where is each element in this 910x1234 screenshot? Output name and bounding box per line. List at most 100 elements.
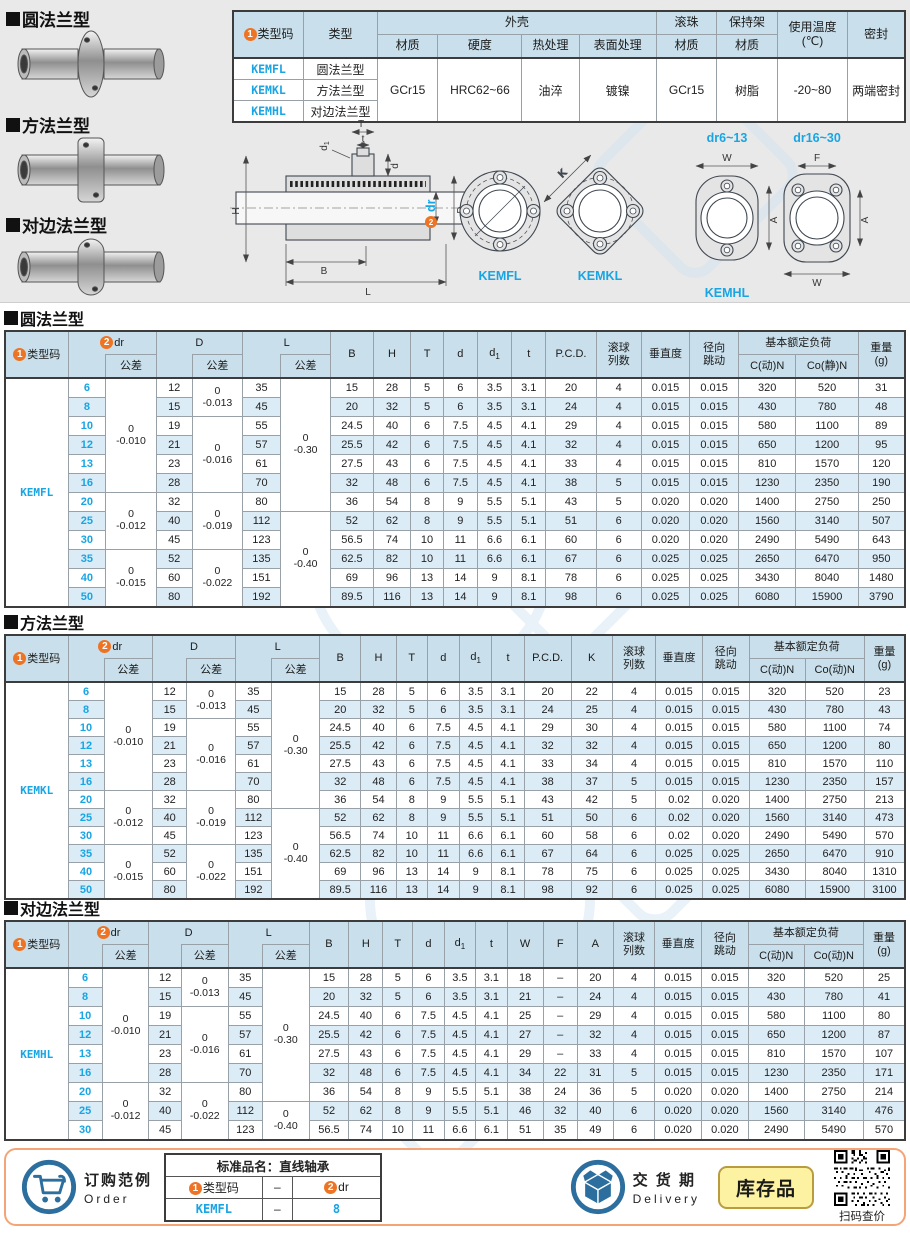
data-cell: 2490: [747, 1120, 805, 1141]
data-cell: 两端密封: [847, 57, 906, 123]
data-cell: 40: [576, 1101, 614, 1121]
size-code-cell[interactable]: 13: [67, 1044, 103, 1064]
data-cell: 42: [372, 435, 412, 455]
size-code-cell[interactable]: 6: [67, 967, 103, 988]
data-cell: 3.5: [443, 967, 477, 988]
marker-2-icon: 2: [98, 640, 112, 654]
data-cell: 1100: [804, 718, 865, 737]
data-cell: 74: [372, 530, 412, 550]
size-code-cell[interactable]: 40: [67, 568, 107, 588]
size-code-cell[interactable]: 6: [67, 377, 107, 398]
type-code-cell[interactable]: KEMKL: [232, 79, 305, 101]
size-code-cell[interactable]: 16: [67, 772, 105, 791]
size-code-cell[interactable]: 20: [67, 790, 105, 809]
size-code-cell[interactable]: 20: [67, 492, 107, 512]
table-row: 25 40 112 0 -0.40 52 62 8 9 5.5 5.1 46 32 40 6 0.020 0.…: [5, 1101, 906, 1141]
data-cell: 0.015: [701, 736, 750, 755]
data-cell: 43: [545, 492, 597, 512]
size-code-cell[interactable]: 13: [67, 454, 107, 474]
header-cell: d1: [443, 920, 477, 969]
data-cell: 9: [426, 808, 460, 827]
data-cell: 4.1: [491, 718, 525, 737]
size-code-cell[interactable]: 12: [67, 1025, 103, 1045]
data-cell: 0.015: [654, 987, 702, 1007]
data-cell: 92: [570, 880, 613, 900]
header-cell: H: [372, 330, 412, 379]
type-code-cell[interactable]: KEMFL: [4, 377, 69, 608]
data-cell: 24.5: [330, 416, 374, 436]
type-code-cell[interactable]: KEMFL: [232, 57, 305, 80]
size-code-cell[interactable]: 50: [67, 880, 105, 900]
data-cell: 15: [152, 700, 188, 719]
data-cell: 4.5: [476, 473, 513, 493]
type-code-cell[interactable]: KEMHL: [232, 100, 305, 123]
order-value-type-code[interactable]: KEMFL: [164, 1197, 263, 1221]
data-cell: 4.5: [458, 772, 493, 791]
data-cell: 9: [458, 880, 493, 900]
header-cell: 垂直度: [640, 330, 691, 379]
size-code-cell[interactable]: 25: [67, 1101, 103, 1121]
data-cell: 7.5: [442, 435, 478, 455]
size-code-cell[interactable]: 16: [67, 473, 107, 493]
size-code-cell[interactable]: 12: [67, 736, 105, 755]
size-code-cell[interactable]: 12: [67, 435, 107, 455]
marker-2-icon: 2: [100, 336, 114, 350]
data-cell: 54: [348, 1082, 384, 1102]
data-cell: 57: [234, 736, 272, 755]
size-code-cell[interactable]: 30: [67, 826, 105, 845]
data-cell: 7.5: [412, 1006, 445, 1026]
order-value-dr[interactable]: 8: [291, 1197, 382, 1221]
data-cell: 116: [372, 587, 412, 608]
size-code-cell[interactable]: 6: [67, 681, 105, 701]
type-code-cell[interactable]: KEMHL: [4, 967, 69, 1141]
section-title-label: 对边法兰型: [20, 902, 101, 919]
size-code-cell[interactable]: 13: [67, 754, 105, 773]
data-cell: 4.5: [458, 736, 493, 755]
data-cell: 27.5: [319, 754, 361, 773]
data-cell: 43: [372, 454, 412, 474]
data-cell: 24: [545, 397, 597, 417]
size-code-cell[interactable]: 20: [67, 1082, 103, 1102]
size-code-cell[interactable]: 35: [67, 549, 107, 569]
data-cell: 3.1: [491, 700, 525, 719]
size-code-cell[interactable]: 30: [67, 530, 107, 550]
data-cell: 6.1: [491, 844, 525, 863]
size-code-cell[interactable]: 10: [67, 1006, 103, 1026]
data-cell: 0 -0.022: [180, 1082, 229, 1141]
size-code-cell[interactable]: 50: [67, 587, 107, 608]
size-code-cell[interactable]: 10: [67, 718, 105, 737]
header-cell: C(动)N: [747, 944, 805, 969]
size-code-cell[interactable]: 25: [67, 511, 107, 531]
marker-2-icon: 2: [96, 926, 110, 940]
size-code-cell[interactable]: 8: [67, 987, 103, 1007]
size-code-cell[interactable]: 8: [67, 700, 105, 719]
data-cell: 0.020: [701, 1082, 749, 1102]
size-code-cell[interactable]: 35: [67, 844, 105, 863]
data-cell: 10: [410, 549, 444, 569]
header-cell: d1: [458, 634, 493, 683]
data-cell: 4.5: [458, 718, 493, 737]
data-cell: 430: [747, 987, 805, 1007]
header-cell: 公差: [105, 354, 157, 379]
data-cell: 5.5: [458, 790, 493, 809]
product-section-label: 圆法兰型: [22, 11, 90, 30]
order-example-label-block: 订购范例 Order: [84, 1169, 152, 1206]
size-code-cell[interactable]: 10: [67, 416, 107, 436]
size-code-cell[interactable]: 16: [67, 1063, 103, 1083]
data-cell: 0.015: [640, 377, 691, 398]
data-cell: 320: [737, 377, 797, 398]
data-cell: 4.1: [475, 1044, 508, 1064]
data-cell: 82: [372, 549, 412, 569]
type-code-cell[interactable]: KEMKL: [4, 681, 69, 900]
size-code-cell[interactable]: 25: [67, 808, 105, 827]
data-cell: 5.1: [475, 1101, 508, 1121]
size-code-cell[interactable]: 30: [67, 1120, 103, 1141]
size-code-cell[interactable]: 8: [67, 397, 107, 417]
data-cell: 4: [612, 987, 656, 1007]
data-cell: 0.015: [689, 377, 739, 398]
data-cell: 151: [234, 862, 272, 881]
data-cell: 32: [152, 790, 188, 809]
data-cell: 2490: [737, 530, 797, 550]
data-cell: 3.5: [476, 377, 513, 398]
size-code-cell[interactable]: 40: [67, 862, 105, 881]
